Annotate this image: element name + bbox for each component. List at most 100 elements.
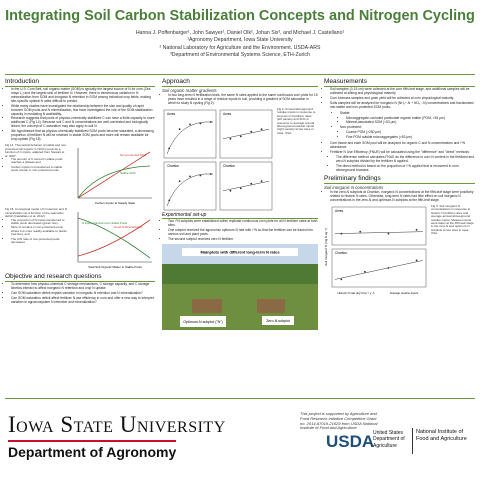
figure-row: Ames Ames Chariton Chariton Fig 2. Annual a… (162, 107, 318, 212)
bullet: The direct method is based on the propor… (336, 164, 475, 173)
bullet: Stable: (340, 111, 475, 116)
point (199, 122, 202, 125)
author-line: Hanna J. Poffenbarger¹, John Sawyer¹, Da… (135, 30, 345, 36)
point (250, 182, 253, 185)
figure-row: Fig 14. Theoretical behavior of stable a… (5, 143, 155, 206)
label-box (262, 315, 294, 325)
panel (219, 109, 273, 159)
point (209, 172, 212, 175)
panel (331, 248, 427, 288)
bullet: The proportion of N inputs transferred t… (11, 218, 67, 226)
department: Department of Agronomy (8, 444, 177, 460)
isu-wordmark: Iowa State University (8, 412, 226, 437)
axis-label: Total Soil Organic Matter in Stable Pool… (88, 265, 142, 269)
bullet-list: In two long-term N fertilization trials,… (162, 93, 318, 106)
figure: Non-protected SOC Stable SOC Carbon Inpu… (77, 148, 152, 205)
curve (77, 219, 151, 257)
heading: Approach (162, 78, 318, 87)
photo-label: Zero-N subplot (266, 319, 290, 323)
caption: Fig 18. Conceptual model of N retention … (5, 207, 67, 219)
point (199, 174, 202, 177)
point (364, 270, 366, 273)
affiliation: ¹Agronomy Department, Iowa State Univers… (187, 37, 293, 44)
bullet: Two ¹⁵N subplots were established within… (168, 219, 318, 228)
pool-list: Stable:Microaggregate-occluded particula… (324, 111, 475, 141)
panel (331, 206, 427, 246)
curve (77, 165, 151, 199)
curve (77, 217, 151, 259)
panel-label: Chariton (167, 164, 179, 168)
bullet: The C/N ratio of non-protected pools dec… (11, 237, 67, 245)
fit-curve (334, 231, 424, 234)
bullet: Soil samples (0-15 cm) were collected at… (330, 87, 475, 96)
point (189, 175, 191, 178)
bullet-list: In the U.S. Corn Belt, soil organic matt… (5, 87, 155, 142)
axis-label: Historic N rate (kg N ha⁻¹ y⁻¹) (338, 291, 375, 295)
point (250, 130, 253, 133)
bullet: Corn tissue and each SOM pool will be an… (330, 141, 475, 150)
point (229, 189, 232, 192)
bullet: Research suggests that pools of physico-… (11, 117, 155, 129)
bullet: Fine POM outside microaggregates (>53 µm… (346, 135, 475, 140)
point (229, 137, 232, 140)
subheading: Soil organic matter gradients (162, 87, 217, 93)
bullet-list: To determine how physico-chemical C stor… (5, 282, 155, 305)
curve (77, 151, 151, 199)
bullet: Microaggregate-occluded particulate orga… (346, 116, 475, 121)
subplot (192, 298, 222, 313)
bullet: The second subplot received zero N ferti… (168, 237, 318, 242)
label-box (180, 315, 226, 327)
legend: Stable SOC (120, 171, 137, 175)
right-column: Measurements Soil samples (0-15 cm) were… (324, 78, 475, 297)
affiliation: ³Department of Environmental Systems Sci… (170, 51, 310, 58)
point (178, 180, 181, 182)
fit-curve (334, 259, 424, 280)
point (189, 123, 191, 126)
fit-curve (222, 128, 270, 139)
subplot (257, 298, 285, 313)
bullet-list: The amount of C stored in stable pools r… (5, 157, 67, 173)
left-column: Introduction In the U.S. Corn Belt, soil… (5, 78, 155, 307)
title: Integrating Soil Carbon Stabilization Co… (5, 8, 475, 24)
bullet-list: The proportion of N inputs transferred t… (5, 218, 67, 245)
bullet: In two long-term N fertilization trials,… (168, 93, 318, 106)
label: N Inputs Transferred to Stable Pools (82, 221, 128, 225)
point (359, 230, 362, 233)
label: Gross N Mineralization (114, 225, 143, 229)
footer-rule (5, 398, 475, 399)
header-rule (5, 74, 475, 75)
bullet-list: Soil samples (0-15 cm) were collected at… (324, 87, 475, 110)
bullet: Mineral-associated SOM (<53 µm) (346, 121, 475, 125)
bullet: Soils samples will be analyzed for inorg… (330, 101, 475, 110)
point (168, 147, 171, 150)
panel-label: Ames (335, 209, 344, 213)
point (340, 278, 343, 281)
heading: Introduction (5, 78, 155, 87)
bullet-list: In the zero-N subplots at Chariton, inor… (324, 190, 475, 203)
bullet: Fertilizer N Use Efficiency (FNUE) will … (330, 150, 475, 155)
bullet: Can SOM saturation deficit explain varia… (11, 291, 155, 296)
axis-label: Average residue inputs (390, 291, 419, 295)
heading: Objective and research questions (5, 273, 155, 282)
heading: Measurements (324, 78, 475, 87)
bullet: Can SOM saturation deficit affect fertil… (11, 296, 155, 305)
panel (163, 161, 217, 211)
figure: Ames Ames Chariton Chariton (163, 109, 273, 211)
figure: Ames Chariton Soil inorganic N (mg N kg⁻¹)… (324, 206, 427, 295)
bullet: The difference method calculates FNUE as… (336, 155, 475, 164)
point (340, 232, 343, 235)
subheading: Soil inorganic N concentrations (324, 184, 384, 190)
photo-label: Optimum-N subplot ("N") (183, 320, 223, 324)
bullet: In the zero-N subplots at Chariton, inor… (330, 190, 475, 203)
divider (412, 428, 413, 454)
point (415, 259, 418, 262)
axis-label: Soil inorganic N (mg N kg⁻¹) (324, 228, 328, 266)
bullet: While many studies have investigated the… (11, 104, 155, 117)
point (178, 128, 181, 130)
funding-note: This project is supported by Agriculture… (300, 411, 378, 431)
bullet: We hypothesize that as physico-chemicall… (11, 129, 155, 142)
point (209, 120, 212, 123)
figure-row: Fig 18. Conceptual model of N retention … (5, 207, 155, 270)
panel (163, 109, 217, 159)
